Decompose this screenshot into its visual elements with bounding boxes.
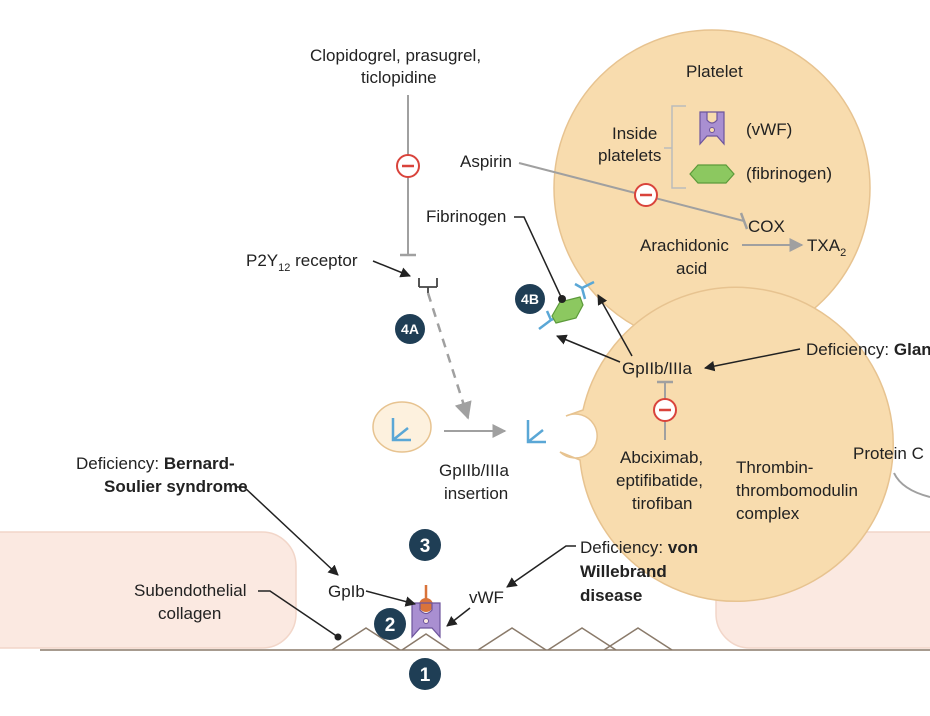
subendothelial-collagen-label: Subendothelial collagen <box>134 581 251 623</box>
thrombin-thrombomodulin-label: Thrombin- thrombomodulin complex <box>736 458 863 523</box>
p2y12-receptor-icon <box>418 278 438 293</box>
von-willebrand-pointer <box>506 545 576 588</box>
fibrinogen-label: Fibrinogen <box>426 207 506 226</box>
svg-text:1: 1 <box>420 665 431 686</box>
fibrinogen-pointer <box>514 216 563 300</box>
gp1b-receptor-icon <box>419 598 433 612</box>
svg-text:4A: 4A <box>401 321 419 337</box>
granule-bracket <box>664 105 686 189</box>
inside-platelets-label: Inside platelets <box>598 124 662 165</box>
aspirin-inhibition-line <box>518 162 745 222</box>
gp1b-pointer <box>365 590 417 607</box>
svg-text:4B: 4B <box>521 291 539 307</box>
clopidogrel-label: Clopidogrel, prasugrel, ticlopidine <box>310 46 486 87</box>
gp2b3a-to-upper-platelet-arrow <box>597 294 633 357</box>
aspirin-label: Aspirin <box>460 152 512 171</box>
p2y12-signal-arrow <box>426 292 472 420</box>
protein-c-label: Protein C <box>853 444 924 463</box>
fibrinogen-granule-icon <box>689 164 735 184</box>
gp2b3a-insertion-label: GpIIb/IIIa insertion <box>439 461 514 503</box>
vwf-granule-label: (vWF) <box>746 120 792 139</box>
gp2b3a-receptor-upper-icon <box>574 280 595 300</box>
fibrinogen-granule-label: (fibrinogen) <box>746 164 832 183</box>
p2y12-receptor-label: P2Y12 receptor <box>246 251 358 274</box>
arachidonic-acid-label: Arachidonic acid <box>640 236 734 278</box>
platelet-title: Platelet <box>686 62 743 81</box>
vwf-granule-icon <box>699 111 725 146</box>
collagen-pointer-dot <box>334 633 342 641</box>
gp2b3a-vesicle <box>372 401 432 453</box>
gp2b3a-to-platelet-arrow <box>556 334 621 363</box>
gp2b3a-receptor-inside-icon <box>391 418 411 442</box>
gp2b3a-receptor-membrane-icon <box>526 420 546 444</box>
p2y12-pointer <box>372 260 411 278</box>
vwf-binding-icon <box>411 602 441 639</box>
von-willebrand-deficiency-label: Deficiency: von Willebrand disease <box>580 538 703 605</box>
gp2b3a-label: GpIIb/IIIa <box>622 359 692 378</box>
txa2-label: TXA2 <box>807 236 846 259</box>
bernard-soulier-pointer <box>236 486 339 576</box>
aspirin-inhibitor-icon <box>634 183 658 207</box>
step-4a-badge: 4A <box>395 314 425 344</box>
clopidogrel-inhibitor-icon <box>396 154 420 178</box>
abciximab-label: Abciximab, eptifibatide, tirofiban <box>616 448 708 513</box>
vwf-pointer <box>446 607 471 627</box>
vwf-label: vWF <box>469 588 504 607</box>
fibrinogen-bridge-icon <box>551 296 584 324</box>
gp1b-label: GpIb <box>328 582 365 601</box>
svg-text:3: 3 <box>420 536 431 557</box>
vessel-wall <box>40 627 930 651</box>
svg-text:2: 2 <box>385 615 396 636</box>
glanzmann-deficiency-label: Deficiency: Glanzmann thrombasthenia <box>806 340 930 359</box>
step-3-badge: 3 <box>409 529 441 561</box>
cox-tbar <box>739 212 749 230</box>
activated-platelet <box>559 286 894 603</box>
endothelial-cell-left <box>0 531 297 649</box>
collagen-pointer <box>258 590 339 638</box>
protein-c-curve <box>893 472 930 498</box>
glanzmann-pointer <box>703 348 801 372</box>
step-1-badge: 1 <box>409 658 441 690</box>
step-2-badge: 2 <box>374 608 406 640</box>
abciximab-inhibitor-icon <box>653 398 677 422</box>
bernard-soulier-deficiency-label: Deficiency: Bernard- Soulier syndrome <box>76 454 248 496</box>
step-4b-badge: 4B <box>515 284 545 314</box>
cox-label: COX <box>748 217 785 236</box>
